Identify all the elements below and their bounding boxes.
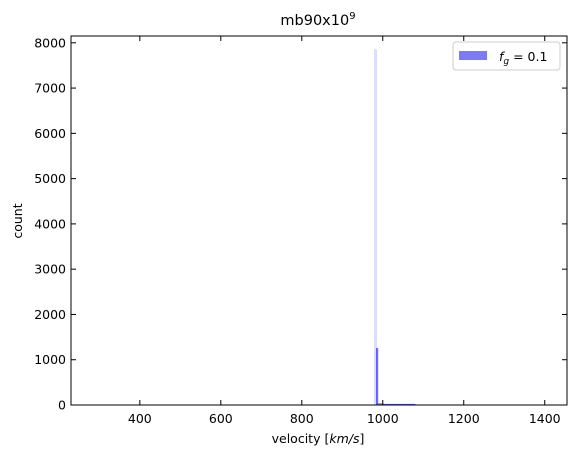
histogram-bar-0-1 — [375, 348, 379, 406]
x-tick-label-600: 600 — [209, 411, 233, 426]
x-axis-label: velocity [km/s] — [272, 431, 365, 446]
y-tick-label-0: 0 — [58, 398, 66, 413]
y-tick-label-2000: 2000 — [34, 307, 66, 322]
chart-title: mb90x109 — [280, 11, 355, 29]
y-tick-label-6000: 6000 — [34, 126, 66, 141]
y-tick-label-8000: 8000 — [34, 35, 66, 50]
y-tick-label-7000: 7000 — [34, 81, 66, 96]
legend: fg = 0.1 — [452, 41, 561, 71]
legend-swatch — [459, 51, 487, 60]
y-tick-label-4000: 4000 — [34, 216, 66, 231]
x-tick-label-1400: 1400 — [529, 411, 561, 426]
y-axis-ticks: 0 1000 2000 3000 4000 5000 6000 7000 8000 — [34, 35, 567, 413]
y-tick-label-3000: 3000 — [34, 262, 66, 277]
x-axis-ticks: 400 600 800 1000 1200 1400 — [128, 36, 561, 426]
x-tick-label-400: 400 — [128, 411, 152, 426]
x-tick-label-1000: 1000 — [367, 411, 399, 426]
y-axis-label: count — [10, 203, 25, 238]
axes-frame — [70, 35, 568, 406]
x-tick-label-800: 800 — [290, 411, 314, 426]
y-tick-label-5000: 5000 — [34, 171, 66, 186]
x-tick-label-1200: 1200 — [448, 411, 480, 426]
legend-entry-label: fg = 0.1 — [499, 49, 547, 67]
y-tick-label-1000: 1000 — [34, 352, 66, 367]
legend-box — [452, 41, 561, 71]
